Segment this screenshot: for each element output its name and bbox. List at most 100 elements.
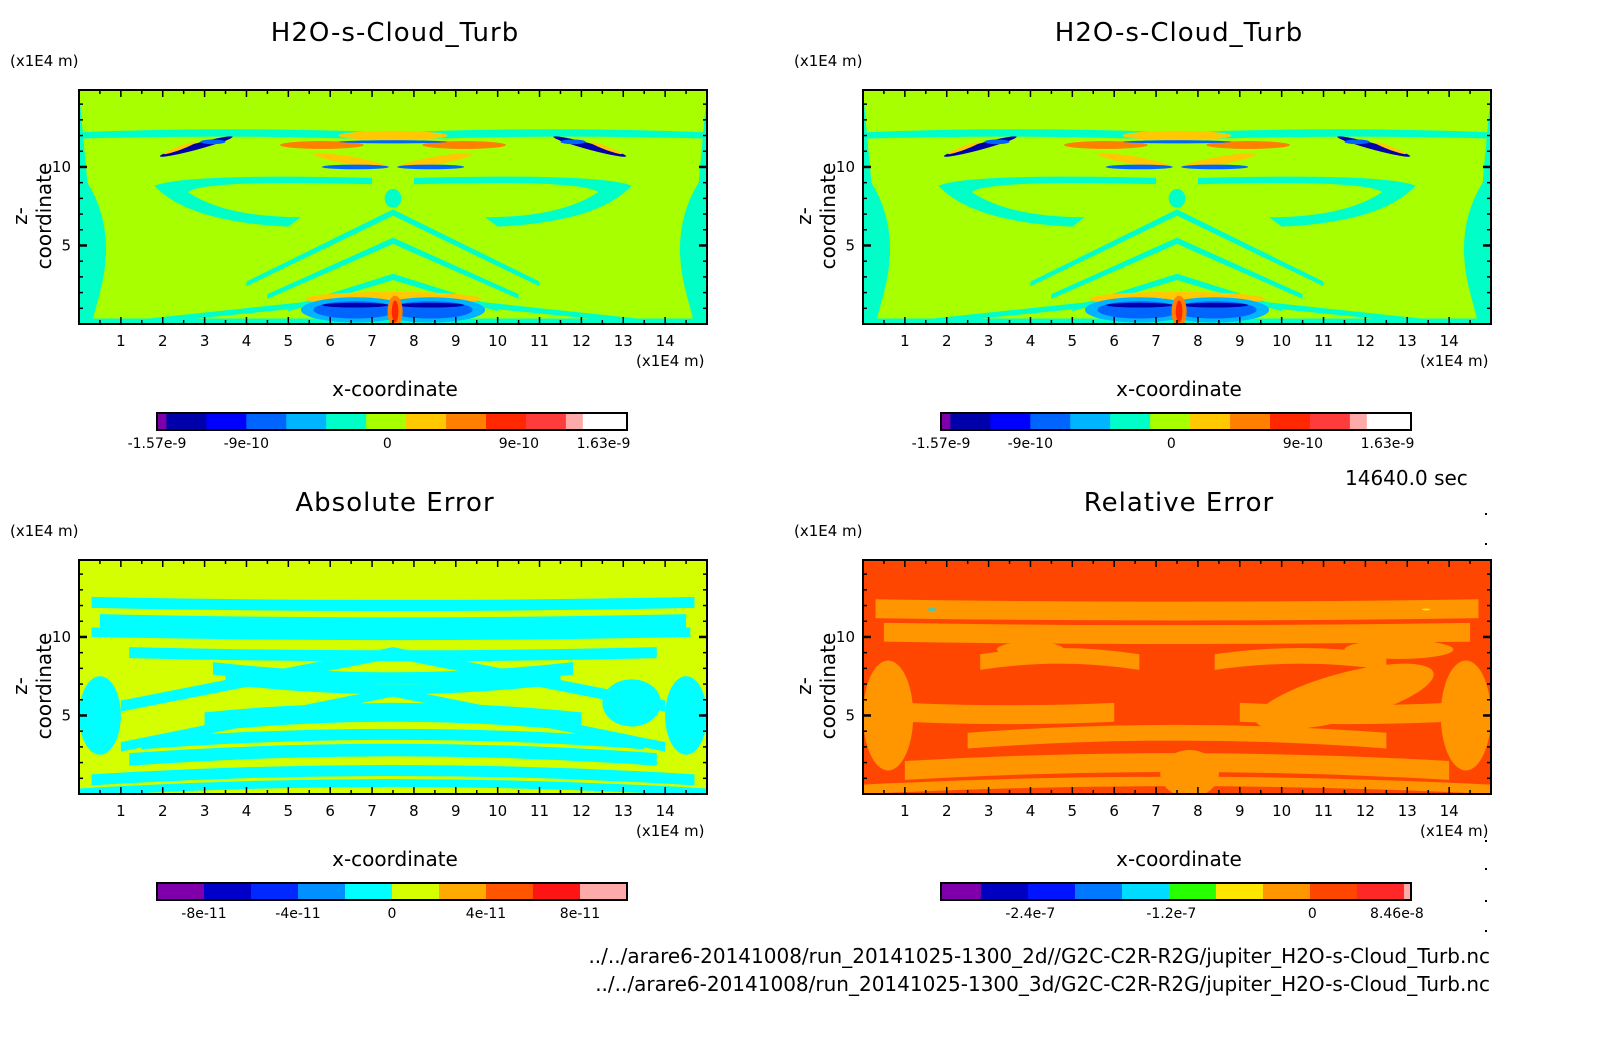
x-tick-label: 13	[614, 332, 633, 350]
contour-region	[1344, 139, 1370, 145]
x-tick-label: 4	[242, 802, 252, 820]
contour-region	[99, 614, 687, 632]
colorbar-swatch	[1110, 413, 1151, 430]
contour-field	[79, 90, 707, 324]
x-tick-label: 1	[900, 332, 910, 350]
contour-region	[883, 622, 1471, 645]
chart-title: Absolute Error	[295, 488, 495, 518]
contour-region	[200, 139, 226, 145]
marker-dot	[1485, 930, 1487, 932]
colorbar-swatch	[1270, 413, 1311, 430]
chart-title: Relative Error	[1083, 488, 1275, 518]
x-tick-label: 7	[367, 332, 377, 350]
contour-region	[1463, 90, 1491, 324]
contour-region	[79, 676, 121, 755]
colorbar-swatch	[345, 883, 393, 900]
marker-dot	[1485, 513, 1487, 515]
contour-region	[314, 153, 389, 169]
colorbar-label: -1.57e-9	[912, 436, 971, 452]
colorbar-swatch	[166, 413, 207, 430]
x-tick-label: 5	[284, 332, 294, 350]
panel-bottom-left: Absolute Error (x1E4 m) (x1E4 m) x-coord…	[0, 470, 780, 940]
colorbar-label: -1.2e-7	[1146, 906, 1196, 922]
contour-region	[154, 176, 373, 227]
contour-field	[863, 560, 1491, 794]
x-tick-label: 7	[1151, 332, 1161, 350]
x-tick-label: 1	[116, 332, 126, 350]
x-tick-label: 8	[409, 332, 419, 350]
colorbar-swatch	[486, 883, 534, 900]
colorbar-swatch	[157, 883, 205, 900]
x-tick-label: 11	[1314, 802, 1333, 820]
x-tick-label: 14	[656, 332, 675, 350]
contour-region	[1374, 142, 1407, 155]
contour-region	[1098, 153, 1173, 169]
colorbar-swatch	[246, 413, 287, 430]
colorbar-label: 0	[388, 906, 397, 922]
y-tick-label: 5	[845, 236, 855, 254]
contour-region	[1440, 660, 1491, 771]
x-tick-label: 3	[200, 332, 210, 350]
colorbar-swatch	[1403, 883, 1412, 900]
x-tick-label: 10	[1272, 332, 1291, 350]
contour-region	[225, 674, 561, 695]
x-tick-label: 8	[1193, 802, 1203, 820]
contour-region	[129, 743, 657, 766]
colorbar-swatch	[1168, 883, 1217, 900]
colorbar-swatch	[406, 413, 447, 430]
colorbar-label: -9e-10	[1008, 436, 1053, 452]
marker-dot	[1485, 868, 1487, 870]
colorbar-swatch	[286, 413, 327, 430]
colorbar-swatch	[298, 883, 346, 900]
x-tick-label: 3	[200, 802, 210, 820]
x-tick-label: 13	[1398, 332, 1417, 350]
x-axis-label: x-coordinate	[1116, 377, 1242, 401]
x-axis-label: x-coordinate	[332, 377, 458, 401]
contour-region	[1181, 164, 1249, 170]
colorbar-swatch	[1309, 883, 1358, 900]
y-unit-label: (x1E4 m)	[794, 52, 863, 70]
x-tick-label: 1	[116, 802, 126, 820]
contour-region	[1344, 640, 1454, 659]
x-tick-label: 6	[1109, 802, 1119, 820]
x-tick-label: 5	[1068, 802, 1078, 820]
contour-region	[560, 139, 586, 145]
contour-region	[1181, 153, 1256, 169]
y-tick-label: 10	[52, 628, 71, 646]
colorbar-swatch	[525, 413, 567, 430]
colorbar-swatch	[1070, 413, 1111, 430]
contour-region	[967, 724, 1387, 749]
x-tick-label: 13	[614, 802, 633, 820]
contour-region	[590, 142, 623, 155]
y-tick-label: 5	[845, 706, 855, 724]
y-unit-label: (x1E4 m)	[10, 522, 79, 540]
contour-region	[91, 596, 695, 612]
contour-region	[665, 676, 707, 755]
colorbar-swatch	[446, 413, 487, 430]
contour-region	[384, 188, 402, 208]
colorbar-swatch	[950, 413, 991, 430]
marker-dot	[1485, 900, 1487, 902]
x-tick-label: 2	[158, 332, 168, 350]
x-unit-label: (x1E4 m)	[636, 352, 705, 370]
x-tick-label: 8	[1193, 332, 1203, 350]
x-tick-label: 12	[572, 802, 591, 820]
colorbar-swatch	[1150, 413, 1191, 430]
panel-top-left: H2O-s-Cloud_Turb (x1E4 m) (x1E4 m) x-coo…	[0, 0, 780, 470]
x-tick-label: 8	[409, 802, 419, 820]
contour-region	[927, 608, 938, 611]
contour-region	[1122, 130, 1232, 141]
x-tick-label: 12	[1356, 332, 1375, 350]
contour-region	[321, 302, 389, 308]
y-tick-label: 10	[836, 628, 855, 646]
colorbar-swatch	[1215, 883, 1264, 900]
x-axis-label: x-coordinate	[1116, 847, 1242, 871]
colorbar-swatch	[980, 883, 1029, 900]
file-path-3d: ../../arare6-20141008/run_20141025-1300_…	[595, 972, 1490, 996]
colorbar-swatch	[565, 413, 583, 430]
chart-title: H2O-s-Cloud_Turb	[1054, 18, 1304, 48]
x-tick-label: 14	[1440, 332, 1459, 350]
x-tick-label: 4	[1026, 802, 1036, 820]
